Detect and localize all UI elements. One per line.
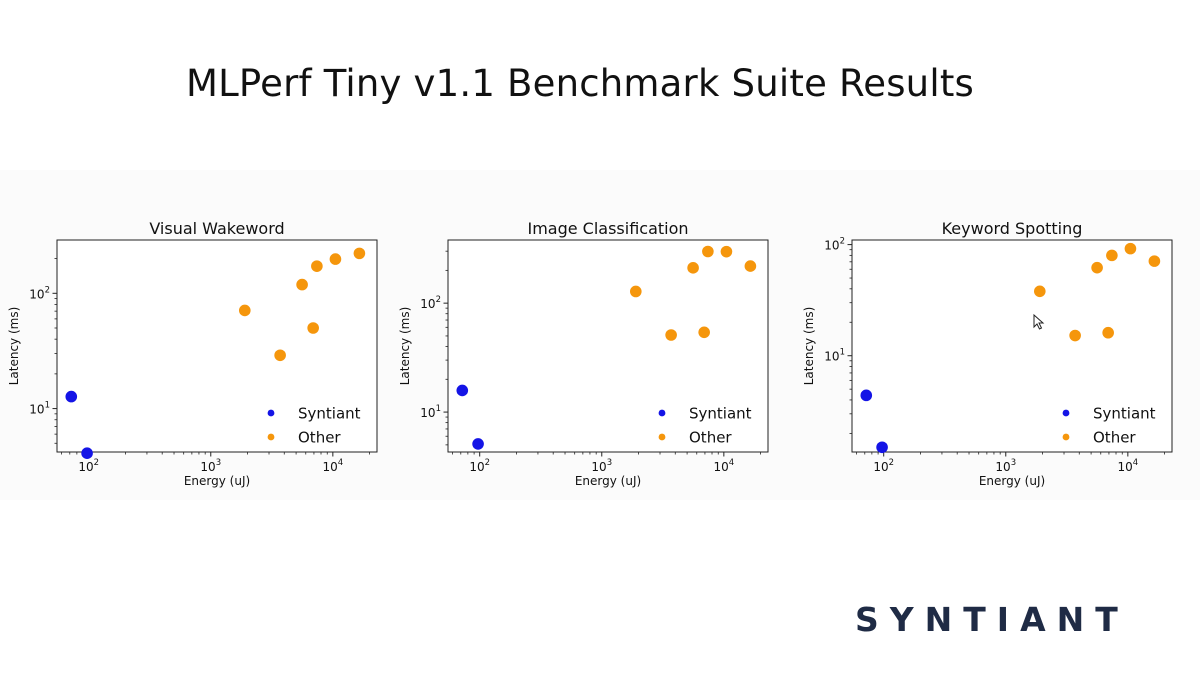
data-point-other: [274, 349, 286, 362]
data-point-other: [720, 245, 733, 258]
data-point-syntiant: [456, 384, 469, 397]
data-point-syntiant: [876, 441, 888, 454]
legend-label-other: Other: [298, 429, 341, 447]
data-point-other: [698, 326, 710, 339]
y-axis-label: Latency (ms): [7, 307, 21, 386]
data-point-syntiant: [472, 438, 484, 450]
legend-marker-syntiant: [267, 409, 275, 417]
chart-keyword-spotting: Keyword Spotting 102 103 104 101 102 Energy (u…: [802, 219, 1173, 488]
x-axis-label: Energy (uJ): [575, 474, 641, 488]
data-point-syntiant: [860, 389, 873, 402]
legend-marker-syntiant: [1062, 409, 1070, 417]
mouse-cursor-icon: [1033, 313, 1045, 330]
plot-area: [851, 239, 1173, 453]
legend-label-syntiant: Syntiant: [298, 405, 361, 423]
x-tick-label: 104: [1117, 458, 1138, 474]
y-tick-label: 102: [29, 285, 50, 301]
x-tick-label: 103: [591, 458, 612, 474]
data-point-other: [1148, 255, 1161, 267]
y-axis-label: Latency (ms): [398, 307, 412, 386]
data-point-syntiant: [81, 447, 93, 460]
legend-label-other: Other: [1093, 429, 1136, 447]
x-axis-label: Energy (uJ): [184, 474, 250, 488]
syntiant-logo: SYNTIANT: [855, 600, 1129, 639]
y-tick-label: 101: [420, 404, 441, 420]
x-tick-label: 103: [995, 458, 1016, 474]
y-tick-label: 101: [29, 401, 50, 417]
y-tick-label: 102: [824, 237, 845, 253]
x-tick-label: 102: [469, 458, 490, 474]
x-tick-label: 103: [200, 458, 221, 474]
data-point-other: [687, 262, 699, 274]
data-point-other: [1033, 285, 1046, 298]
data-point-other: [1124, 242, 1137, 255]
y-axis-label: Latency (ms): [802, 307, 816, 386]
x-tick-label: 102: [873, 458, 894, 474]
y-tick-label: 102: [420, 295, 441, 311]
x-axis-label: Energy (uJ): [979, 474, 1045, 488]
plot-area: [447, 239, 769, 453]
legend-label-syntiant: Syntiant: [1093, 405, 1156, 423]
x-tick-label: 104: [713, 458, 734, 474]
data-point-other: [665, 329, 677, 341]
data-point-syntiant: [65, 390, 78, 403]
legend-marker-other: [658, 433, 666, 441]
plot-area: [56, 239, 378, 453]
data-point-other: [629, 285, 642, 298]
chart-visual-wakeword: Visual Wakeword 102 103 104 101 102 Energy (uJ…: [7, 219, 378, 488]
chart-title: Visual Wakeword: [149, 219, 284, 238]
chart-title: Keyword Spotting: [942, 219, 1083, 238]
data-point-other: [1106, 249, 1118, 262]
chart-image-classification: Image Classification 102 103 104 101 102 Energ…: [398, 219, 769, 488]
legend-label-other: Other: [689, 429, 732, 447]
legend-marker-other: [267, 433, 275, 441]
y-tick-label: 101: [824, 348, 845, 364]
data-point-other: [702, 245, 714, 258]
data-point-other: [329, 253, 342, 265]
chart-title: Image Classification: [527, 219, 688, 238]
data-point-other: [1069, 329, 1081, 342]
data-point-other: [238, 304, 251, 317]
data-point-other: [353, 247, 366, 260]
legend-label-syntiant: Syntiant: [689, 405, 752, 423]
data-point-other: [1091, 261, 1103, 274]
data-point-other: [311, 260, 323, 272]
data-point-other: [296, 278, 308, 291]
x-tick-label: 104: [322, 458, 343, 474]
legend-marker-syntiant: [658, 409, 666, 417]
x-tick-label: 102: [78, 458, 99, 474]
legend-marker-other: [1062, 433, 1070, 441]
data-point-other: [744, 260, 757, 272]
data-point-other: [1102, 326, 1114, 339]
data-point-other: [307, 322, 319, 334]
page-title: MLPerf Tiny v1.1 Benchmark Suite Results: [186, 62, 974, 105]
